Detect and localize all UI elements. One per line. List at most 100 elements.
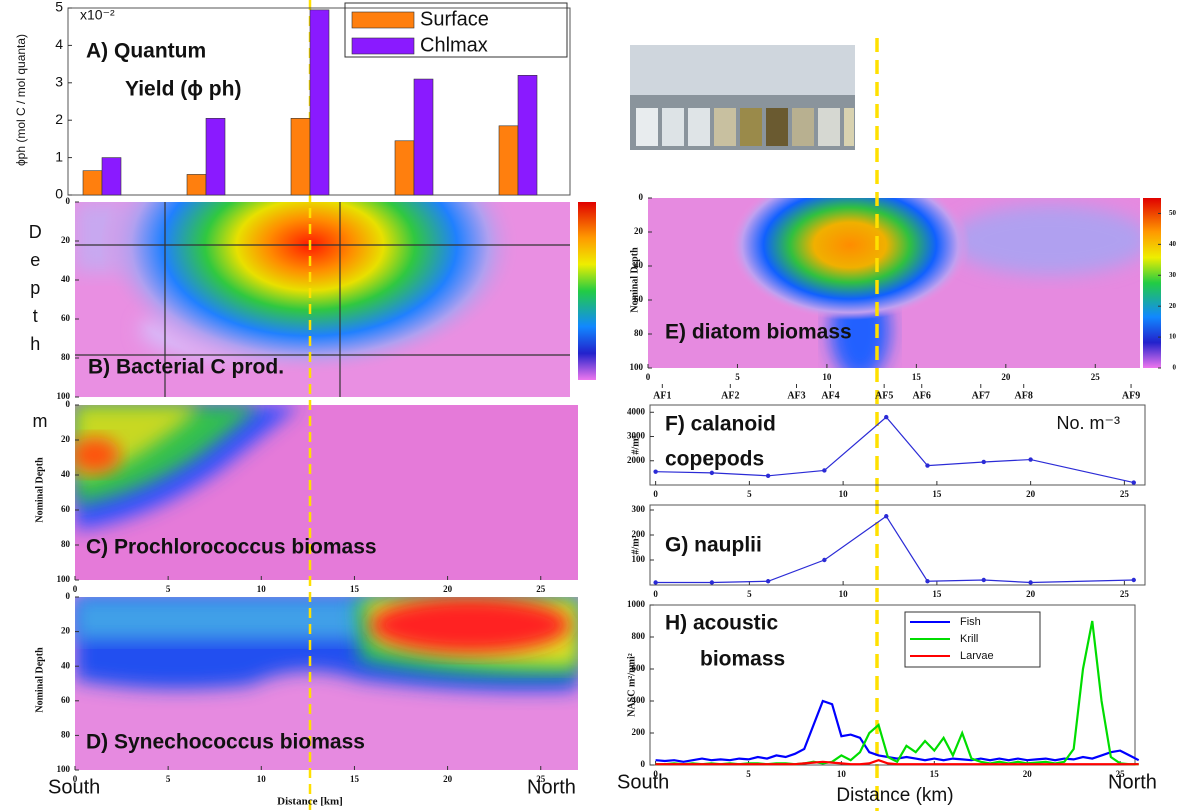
line-series <box>655 759 1139 766</box>
y-tick-label: 300 <box>632 504 646 514</box>
y-axis-label: #/m³ <box>630 435 641 454</box>
bar <box>186 174 207 196</box>
station-label: AF7 <box>972 390 990 401</box>
point <box>653 469 658 474</box>
point <box>884 514 889 519</box>
y-tick-label: 20 <box>61 434 71 444</box>
side-unit: m <box>33 411 48 431</box>
y-tick-label: 400 <box>632 695 646 705</box>
x-tick-label: 10 <box>839 589 849 599</box>
x-tick-label: 0 <box>73 774 78 784</box>
plot-frame <box>649 604 1136 766</box>
bar <box>290 118 311 196</box>
plot-frame <box>649 504 1146 586</box>
colorbar-label: 20 <box>1169 302 1177 310</box>
y-tick-label: 100 <box>630 362 644 372</box>
point <box>925 579 930 584</box>
x-tick-label: 15 <box>932 589 942 599</box>
x-axis-label: Distance (km) <box>836 785 953 806</box>
station-label: AF2 <box>721 390 739 401</box>
station-label: AF1 <box>653 390 671 401</box>
heatmap-c <box>75 405 578 580</box>
bar <box>498 125 519 196</box>
station-label: AF9 <box>1122 390 1140 401</box>
x-tick-label: 0 <box>653 489 658 499</box>
point <box>925 463 930 468</box>
point <box>765 473 771 478</box>
axis-multiplier: x10⁻² <box>80 7 115 23</box>
line-series <box>655 620 1139 766</box>
y-tick-label: 60 <box>634 294 644 304</box>
direction-label: South <box>48 776 100 798</box>
legend-label: Chlmax <box>420 34 488 56</box>
y-tick-label: 0 <box>55 186 63 202</box>
y-tick-label: 600 <box>632 663 646 673</box>
point <box>981 577 986 583</box>
x-tick-label: 10 <box>257 774 267 784</box>
x-tick-label: 15 <box>930 769 940 779</box>
y-tick-label: 0 <box>641 759 646 769</box>
point <box>765 579 771 584</box>
y-axis-label: #/m³ <box>630 535 641 554</box>
y-axis-label: NASC m²/nmi² <box>626 653 637 717</box>
line-series <box>655 699 1140 763</box>
x-tick-label: 0 <box>646 372 651 382</box>
x-tick-label: 15 <box>932 489 942 499</box>
x-tick-label: 25 <box>536 774 546 784</box>
y-tick-label: 60 <box>61 504 71 514</box>
y-tick-label: 100 <box>57 764 71 774</box>
point <box>1028 580 1033 585</box>
y-tick-label: 0 <box>66 196 71 206</box>
y-tick-label: 100 <box>57 391 71 401</box>
bar <box>517 75 538 196</box>
y-tick-label: 800 <box>632 631 646 641</box>
panel-title: Yield (ϕ ph) <box>125 78 241 101</box>
y-tick-label: 80 <box>61 729 71 739</box>
colorbar-label: 30 <box>1169 271 1177 279</box>
panel-title: biomass <box>700 648 785 671</box>
y-axis-label: Nominal Depth <box>629 247 640 313</box>
y-tick-label: 3 <box>55 74 63 90</box>
x-tick-label: 25 <box>1116 769 1126 779</box>
x-tick-label: 0 <box>653 589 658 599</box>
station-label: AF8 <box>1015 390 1033 401</box>
bar <box>394 140 415 196</box>
annotation: No. m⁻³ <box>1056 413 1120 433</box>
x-tick-label: 10 <box>837 769 847 779</box>
panel-title: D) Synechococcus biomass <box>86 731 365 754</box>
panel-title: copepods <box>665 448 764 471</box>
x-tick-label: 20 <box>1001 372 1011 382</box>
legend-swatch <box>351 37 415 55</box>
colorbar-label: 0 <box>1173 364 1177 372</box>
station-label: AF4 <box>821 390 839 401</box>
panel-title: C) Prochlorococcus biomass <box>86 536 377 559</box>
y-axis-label: ϕph (mol C / mol quanta) <box>14 34 28 166</box>
panel-title: G) nauplii <box>665 534 762 557</box>
y-tick-label: 20 <box>61 235 71 245</box>
x-tick-label: 15 <box>350 584 360 594</box>
panel-title: B) Bacterial C prod. <box>88 356 284 379</box>
x-tick-label: 5 <box>746 769 751 779</box>
station-label: AF5 <box>875 390 893 401</box>
y-tick-label: 80 <box>634 328 644 338</box>
bar <box>413 78 434 196</box>
legend-swatch <box>351 11 415 29</box>
direction-label: North <box>1108 771 1157 793</box>
x-tick-label: 15 <box>912 372 922 382</box>
y-tick-label: 3000 <box>627 431 646 441</box>
y-tick-label: 100 <box>57 574 71 584</box>
point <box>653 580 658 585</box>
x-tick-label: 25 <box>1120 589 1130 599</box>
x-tick-label: 5 <box>747 489 752 499</box>
x-tick-label: 20 <box>1026 489 1036 499</box>
legend-label: Larvae <box>960 650 994 662</box>
point <box>709 470 715 476</box>
point <box>1028 457 1033 462</box>
direction-label: South <box>617 771 669 793</box>
x-tick-label: 10 <box>257 584 267 594</box>
y-tick-label: 2 <box>55 111 63 127</box>
y-tick-label: 0 <box>66 399 71 409</box>
y-tick-label: 0 <box>639 192 644 202</box>
x-axis-label: Distance [km] <box>277 796 343 808</box>
